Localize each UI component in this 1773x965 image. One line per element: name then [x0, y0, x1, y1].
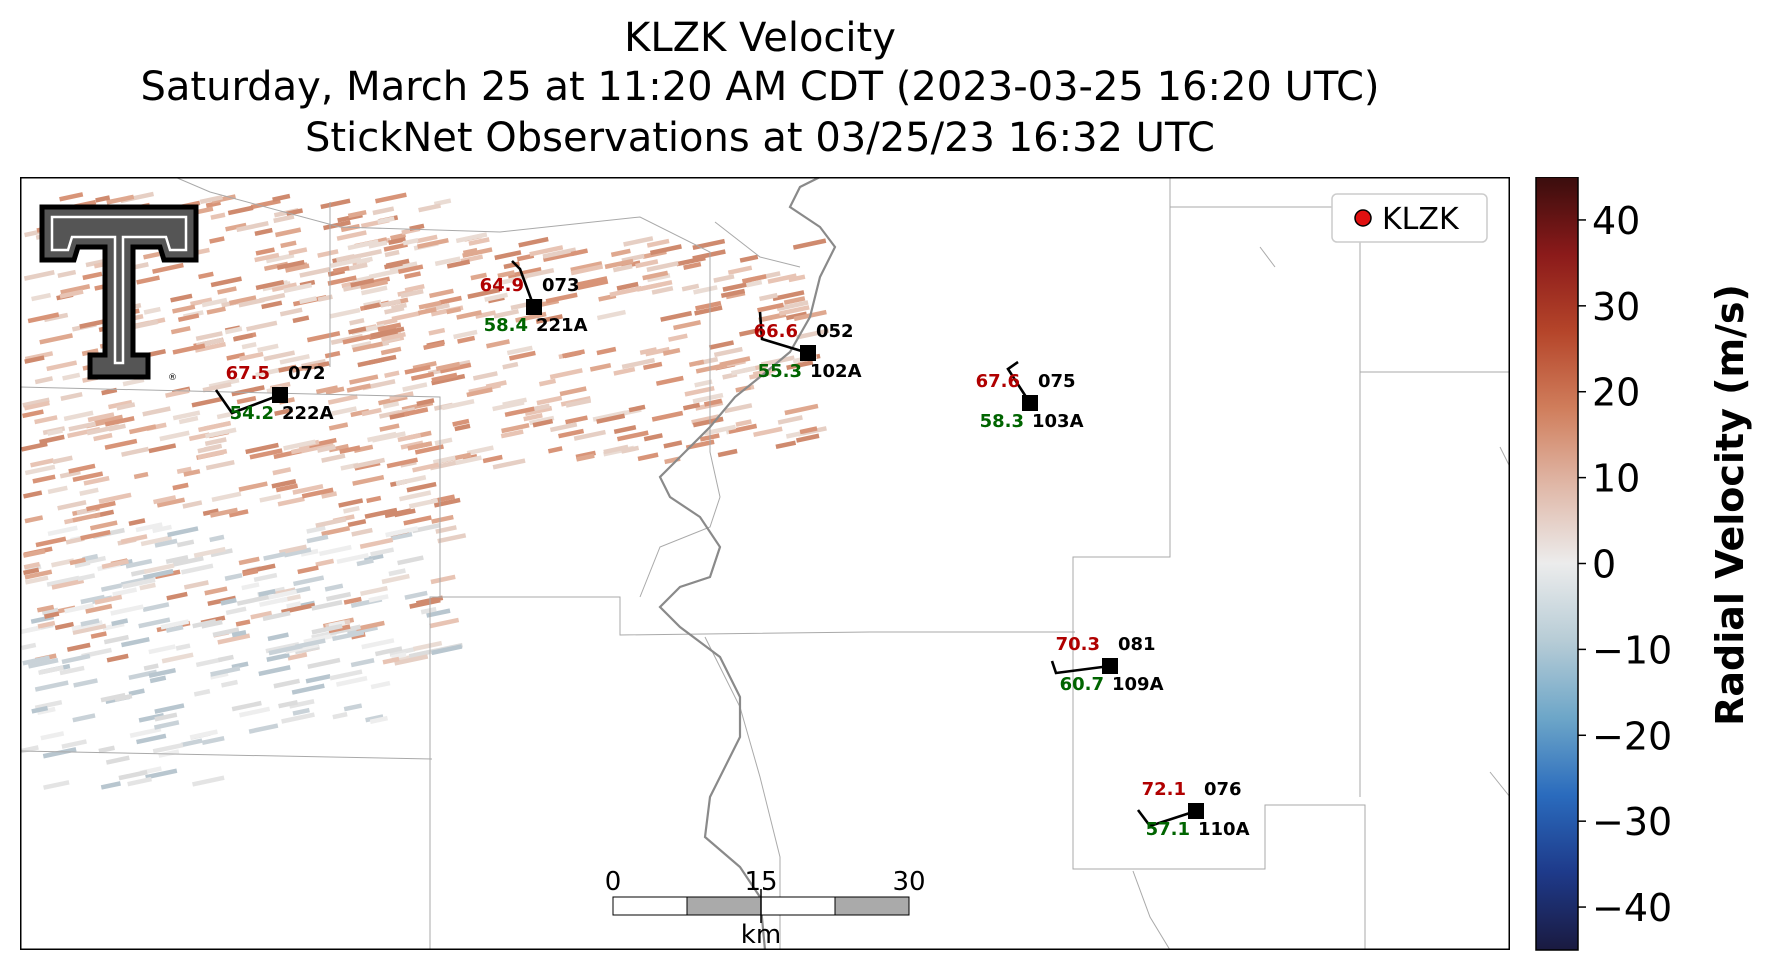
station-110A: 72.1 076 57.1 110A	[1136, 779, 1250, 840]
station-id: 102A	[810, 361, 862, 382]
station-marker-icon	[1022, 395, 1038, 411]
wind-barb-icon	[1006, 360, 1032, 404]
station-id: 103A	[1032, 411, 1084, 432]
station-222A: 67.5 072 54.2 222A	[214, 363, 334, 424]
station-id: 221A	[536, 315, 588, 336]
colorbar-tick-label: −20	[1592, 714, 1672, 758]
station-marker-icon	[1102, 658, 1118, 674]
station-102A: 66.6 052 55.3 102A	[754, 311, 862, 382]
scalebar-unit: km	[741, 920, 781, 950]
station-mean-speed: 55.3	[758, 361, 802, 382]
chart-subtitle-observations: StickNet Observations at 03/25/23 16:32 …	[305, 115, 1215, 161]
legend: KLZK	[1331, 193, 1488, 243]
station-gust-speed: 72.1	[1142, 779, 1186, 800]
colorbar-tick-label: −10	[1592, 628, 1672, 672]
registered-mark: ®	[168, 373, 177, 383]
colorbar: 40 30 20 10 0 −10 −20 −30 −40	[1535, 177, 1672, 951]
colorbar-tick-label: 10	[1592, 457, 1640, 501]
station-wind-direction: 052	[816, 321, 854, 342]
colorbar-label: Radial Velocity (m/s)	[1708, 284, 1752, 726]
colorbar-tick-label: 40	[1592, 199, 1640, 243]
station-gust-speed: 67.5	[226, 363, 270, 384]
chart-subtitle-datetime: Saturday, March 25 at 11:20 AM CDT (2023…	[140, 64, 1380, 110]
wind-barb-icon	[511, 260, 536, 308]
station-103A: 67.6 075 58.3 103A	[976, 360, 1084, 432]
colorbar-tick-label: 20	[1592, 371, 1640, 415]
legend-label: KLZK	[1382, 202, 1460, 237]
colorbar-tick-label: −40	[1592, 886, 1672, 930]
scalebar-label-30: 30	[892, 867, 925, 897]
colorbar-gradient	[1535, 177, 1579, 951]
station-marker-icon	[526, 299, 542, 315]
chart-title: KLZK Velocity	[624, 15, 896, 61]
station-id: 109A	[1112, 674, 1164, 695]
station-marker-icon	[800, 345, 816, 361]
scalebar-label-0: 0	[605, 867, 622, 897]
radar-site-marker-icon	[1354, 209, 1372, 227]
radar-map: ® 67.5 072 54.2 222A 64.9 073 58.4 221A 66.6 052 5…	[20, 177, 1510, 950]
station-id: 222A	[282, 403, 334, 424]
station-mean-speed: 58.3	[980, 411, 1024, 432]
wind-barb-icon	[1050, 660, 1111, 675]
station-gust-speed: 67.6	[976, 371, 1020, 392]
station-gust-speed: 70.3	[1056, 634, 1100, 655]
colorbar-tick-label: −30	[1592, 800, 1672, 844]
scalebar-label-15: 15	[744, 867, 777, 897]
station-221A: 64.9 073 58.4 221A	[480, 260, 588, 336]
station-109A: 70.3 081 60.7 109A	[1050, 634, 1164, 695]
station-gust-speed: 64.9	[480, 275, 524, 296]
station-wind-direction: 076	[1204, 779, 1242, 800]
colorbar-tick-label: 0	[1592, 543, 1616, 587]
wind-barb-icon	[214, 389, 281, 415]
station-mean-speed: 60.7	[1060, 674, 1104, 695]
station-wind-direction: 075	[1038, 371, 1076, 392]
station-wind-direction: 073	[542, 275, 580, 296]
sticknet-stations: 67.5 072 54.2 222A 64.9 073 58.4 221A 66.6 052 55.…	[214, 260, 1250, 840]
station-mean-speed: 54.2	[230, 403, 274, 424]
station-mean-speed: 57.1	[1146, 819, 1190, 840]
county-boundaries	[20, 177, 1510, 950]
station-marker-icon	[1188, 803, 1204, 819]
colorbar-tick-label: 30	[1592, 285, 1640, 329]
texas-tech-double-t-logo: ®	[39, 204, 199, 383]
wind-barb-icon	[758, 311, 809, 355]
station-marker-icon	[272, 387, 288, 403]
station-mean-speed: 58.4	[484, 315, 528, 336]
station-id: 110A	[1198, 819, 1250, 840]
station-wind-direction: 072	[288, 363, 326, 384]
wind-barb-icon	[1136, 809, 1197, 828]
station-gust-speed: 66.6	[754, 321, 798, 342]
map-frame	[20, 177, 1510, 950]
scalebar: 0 15 30 km	[605, 867, 926, 950]
river-path	[658, 177, 837, 950]
station-wind-direction: 081	[1118, 634, 1156, 655]
